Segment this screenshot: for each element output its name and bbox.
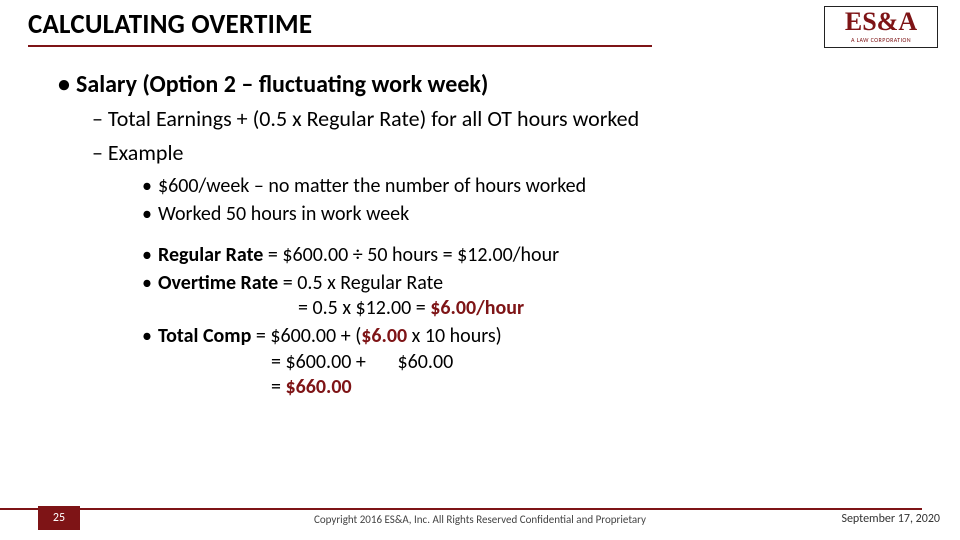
level1-text: Salary (Option 2 – fluctuating work week… [76,70,488,99]
calc-total-comp: •Total Comp = $600.00 + ($6.00 x 10 hour… [142,324,930,350]
bullet-dot-icon: • [142,202,158,228]
calc-regular-rate: •Regular Rate = $600.00 ÷ 50 hours = $12… [142,243,930,269]
regular-rate-label: Regular Rate [158,243,263,267]
logo-sub-text: A LAW CORPORATION [825,36,937,44]
tc-line3-val: $660.00 [285,375,351,399]
bullet-dot-icon: • [142,174,158,200]
overtime-rate-value: = 0.5 x Regular Rate [278,271,443,295]
bullet-level2-example: – Example [92,139,930,167]
logo: ES&A A LAW CORPORATION [824,6,938,48]
title-underline [28,45,652,47]
example-text-2: Worked 50 hours in work week [158,202,409,226]
bullet-level1: •Salary (Option 2 – fluctuating work wee… [58,70,930,99]
slide-title: CALCULATING OVERTIME [28,8,312,41]
total-comp-label: Total Comp [158,324,251,348]
content-area: •Salary (Option 2 – fluctuating work wee… [50,70,930,401]
logo-main-text: ES&A [825,9,937,35]
calc-overtime-rate: •Overtime Rate = 0.5 x Regular Rate [142,271,930,297]
tc-line3-pre: = [271,375,285,399]
calc-overtime-line2: = 0.5 x $12.00 = $6.00/hour [298,296,930,322]
example-line-2: •Worked 50 hours in work week [142,202,930,228]
ot-line2-pre: = 0.5 x $12.00 = [298,296,430,320]
calc-total-line3: = $660.00 [271,375,930,401]
tc-rest-post: x 10 hours) [407,324,502,348]
example-text-1: $600/week – no matter the number of hour… [158,174,586,198]
bullet-dot-icon: • [142,243,158,269]
logo-box: ES&A A LAW CORPORATION [824,6,938,48]
footer: 25 Copyright 2016 ES&A, Inc. All Rights … [0,506,960,534]
tc-rest-val: $6.00 [361,324,407,348]
bullet-dot-icon: • [142,324,158,350]
bullet-dot-icon: • [58,70,76,99]
tc-rest-pre: = $600.00 + ( [251,324,361,348]
overtime-rate-label: Overtime Rate [158,271,278,295]
slide: CALCULATING OVERTIME ES&A A LAW CORPORAT… [0,0,960,540]
ot-line2-value: $6.00/hour [430,296,524,320]
calc-total-line2: = $600.00 + $60.00 [271,350,930,376]
bullet-dot-icon: • [142,271,158,297]
bullet-level2-formula: – Total Earnings + (0.5 x Regular Rate) … [92,105,930,133]
regular-rate-value: = $600.00 ÷ 50 hours = $12.00/hour [263,243,559,267]
footer-date: September 17, 2020 [841,512,940,526]
example-line-1: •$600/week – no matter the number of hou… [142,174,930,200]
copyright-text: Copyright 2016 ES&A, Inc. All Rights Res… [0,513,960,526]
